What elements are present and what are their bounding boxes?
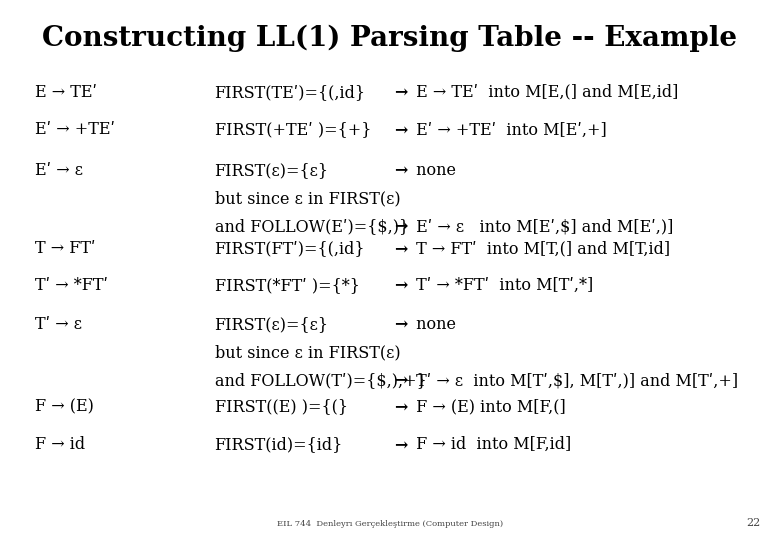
Text: but since ε in FIRST(ε): but since ε in FIRST(ε) <box>215 344 400 361</box>
Text: →: → <box>394 122 407 138</box>
Text: E → TEʹ  into M[E,(] and M[E,id]: E → TEʹ into M[E,(] and M[E,id] <box>411 84 679 100</box>
Text: and FOLLOW(Eʹ)={$,)}: and FOLLOW(Eʹ)={$,)} <box>215 218 409 235</box>
Text: →: → <box>394 399 407 415</box>
Text: 22: 22 <box>746 518 760 528</box>
Text: F → id: F → id <box>35 436 85 453</box>
Text: none: none <box>411 162 456 179</box>
Text: →: → <box>394 277 407 294</box>
Text: EIL 744  Denleyrı Gerçekleştirme (Computer Design): EIL 744 Denleyrı Gerçekleştirme (Compute… <box>277 520 503 528</box>
Text: FIRST(FTʹ)={(,id}: FIRST(FTʹ)={(,id} <box>215 240 365 257</box>
Text: Tʹ → *FTʹ  into M[Tʹ,*]: Tʹ → *FTʹ into M[Tʹ,*] <box>411 277 594 294</box>
Text: Eʹ → +TEʹ  into M[Eʹ,+]: Eʹ → +TEʹ into M[Eʹ,+] <box>411 122 607 138</box>
Text: FIRST(ε)={ε}: FIRST(ε)={ε} <box>215 162 328 179</box>
Text: →: → <box>394 218 407 235</box>
Text: →: → <box>394 372 407 389</box>
Text: T → FTʹ: T → FTʹ <box>35 240 96 257</box>
Text: →: → <box>394 162 407 179</box>
Text: Eʹ → ε   into M[Eʹ,$] and M[Eʹ,)]: Eʹ → ε into M[Eʹ,$] and M[Eʹ,)] <box>411 218 673 235</box>
Text: Eʹ → +TEʹ: Eʹ → +TEʹ <box>35 122 115 138</box>
Text: Constructing LL(1) Parsing Table -- Example: Constructing LL(1) Parsing Table -- Exam… <box>42 24 738 52</box>
Text: FIRST((E) )={(}: FIRST((E) )={(} <box>215 399 348 415</box>
Text: →: → <box>394 436 407 453</box>
Text: but since ε in FIRST(ε): but since ε in FIRST(ε) <box>215 190 400 207</box>
Text: F → id  into M[F,id]: F → id into M[F,id] <box>411 436 571 453</box>
Text: FIRST(ε)={ε}: FIRST(ε)={ε} <box>215 316 328 333</box>
Text: F → (E) into M[F,(]: F → (E) into M[F,(] <box>411 399 566 415</box>
Text: →: → <box>394 240 407 257</box>
Text: FIRST(+TEʹ )={+}: FIRST(+TEʹ )={+} <box>215 122 371 138</box>
Text: Tʹ → ε: Tʹ → ε <box>35 316 82 333</box>
Text: FIRST(id)={id}: FIRST(id)={id} <box>215 436 343 453</box>
Text: F → (E): F → (E) <box>35 399 94 415</box>
Text: →: → <box>394 316 407 333</box>
Text: FIRST(TEʹ)={(,id}: FIRST(TEʹ)={(,id} <box>215 84 366 100</box>
Text: FIRST(*FTʹ )={*}: FIRST(*FTʹ )={*} <box>215 277 360 294</box>
Text: T → FTʹ  into M[T,(] and M[T,id]: T → FTʹ into M[T,(] and M[T,id] <box>411 240 670 257</box>
Text: Tʹ → ε  into M[Tʹ,$], M[Tʹ,)] and M[Tʹ,+]: Tʹ → ε into M[Tʹ,$], M[Tʹ,)] and M[Tʹ,+] <box>411 372 738 389</box>
Text: →: → <box>394 84 407 100</box>
Text: Tʹ → *FTʹ: Tʹ → *FTʹ <box>35 277 108 294</box>
Text: and FOLLOW(Tʹ)={$,),+}: and FOLLOW(Tʹ)={$,),+} <box>215 372 427 389</box>
Text: Eʹ → ε: Eʹ → ε <box>35 162 83 179</box>
Text: none: none <box>411 316 456 333</box>
Text: E → TEʹ: E → TEʹ <box>35 84 97 100</box>
